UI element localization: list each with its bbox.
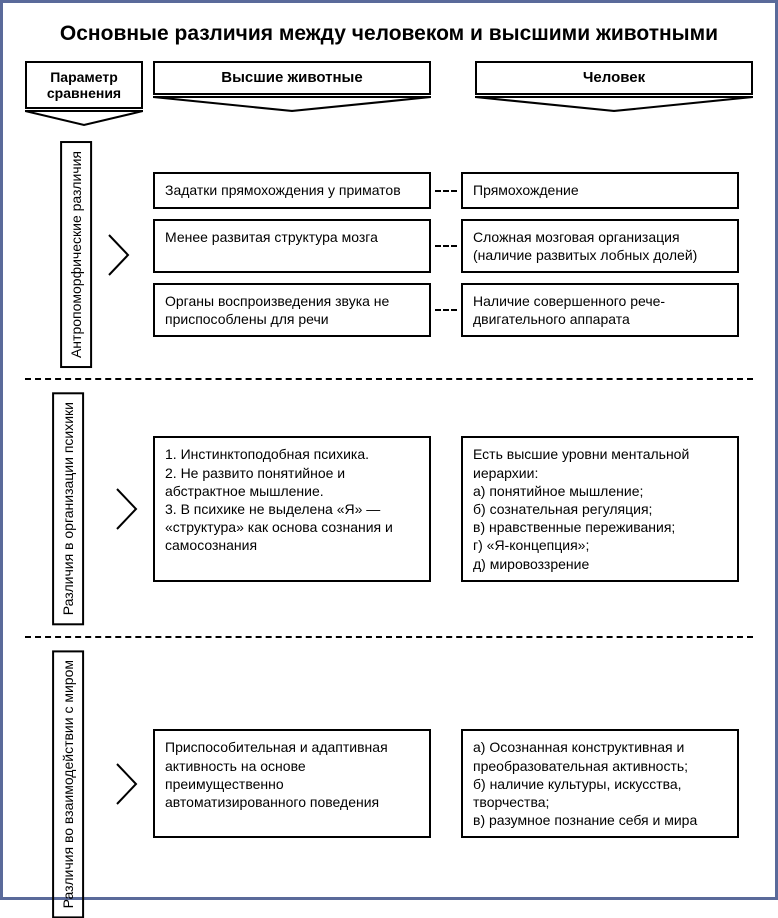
header-col-param: Параметр сравнения bbox=[25, 61, 143, 127]
chevron-right-icon bbox=[108, 234, 130, 276]
row-label-box: Антропоморфические различия bbox=[60, 141, 92, 368]
header-col-human: Человек bbox=[475, 61, 753, 112]
cell-animals: Задатки прямохождения у приматов bbox=[153, 172, 431, 208]
dash-connector bbox=[431, 436, 461, 581]
cell-animals: Менее развитая структура мозга bbox=[153, 219, 431, 273]
header-human-box: Человек bbox=[475, 61, 753, 94]
section: Различия во взаимодействии с миром Приспо… bbox=[25, 650, 753, 918]
comparison-row: Менее развитая структура мозга Сложная мо… bbox=[153, 219, 753, 273]
header-human-arrow bbox=[475, 95, 753, 113]
dash-connector bbox=[431, 219, 461, 273]
comparison-row: Органы воспроизведения звука не приспосо… bbox=[153, 283, 753, 337]
row-label-wrap: Различия в организации психики bbox=[25, 392, 143, 625]
section: Антропоморфические различия Задатки прямо… bbox=[25, 141, 753, 368]
row-label-wrap: Различия во взаимодействии с миром bbox=[25, 650, 143, 918]
cell-human: Наличие совершенного рече-двигательного … bbox=[461, 283, 739, 337]
row-label: Различия в организации психики bbox=[52, 392, 116, 625]
row-label: Антропоморфические различия bbox=[60, 141, 108, 368]
pairs: 1. Инстинктоподобная психика. 2. Не разв… bbox=[153, 392, 753, 625]
comparison-row: 1. Инстинктоподобная психика. 2. Не разв… bbox=[153, 436, 753, 581]
diagram-frame: Основные различия между человеком и высш… bbox=[0, 0, 778, 900]
dash-connector bbox=[431, 283, 461, 337]
cell-human: Есть высшие уровни ментальной иерархии: … bbox=[461, 436, 739, 581]
cell-human: а) Осознанная конструктивная и преобразо… bbox=[461, 729, 739, 838]
dash-connector bbox=[431, 172, 461, 208]
section-separator bbox=[25, 636, 753, 638]
row-label-wrap: Антропоморфические различия bbox=[25, 141, 143, 368]
sections-container: Антропоморфические различия Задатки прямо… bbox=[25, 141, 753, 918]
cell-human: Сложная мозговая организация (наличие ра… bbox=[461, 219, 739, 273]
pairs: Приспособительная и адаптивная активност… bbox=[153, 650, 753, 918]
chevron-right-icon bbox=[116, 488, 138, 530]
cell-human: Прямохождение bbox=[461, 172, 739, 208]
header-animals-arrow bbox=[153, 95, 431, 113]
row-label-box: Различия во взаимодействии с миром bbox=[52, 650, 84, 918]
diagram-title: Основные различия между человеком и высш… bbox=[25, 21, 753, 47]
row-label-box: Различия в организации психики bbox=[52, 392, 84, 625]
section: Различия в организации психики 1. Инстинк… bbox=[25, 392, 753, 625]
cell-animals: Приспособительная и адаптивная активност… bbox=[153, 729, 431, 838]
header-animals-box: Высшие животные bbox=[153, 61, 431, 94]
pairs: Задатки прямохождения у приматов Прямохож… bbox=[153, 141, 753, 368]
row-label: Различия во взаимодействии с миром bbox=[52, 650, 116, 918]
header-row: Параметр сравнения Высшие животные Челов… bbox=[25, 61, 753, 127]
header-param-arrow bbox=[25, 109, 143, 127]
dash-connector bbox=[431, 729, 461, 838]
header-param-box: Параметр сравнения bbox=[25, 61, 143, 109]
cell-animals: 1. Инстинктоподобная психика. 2. Не разв… bbox=[153, 436, 431, 581]
comparison-row: Задатки прямохождения у приматов Прямохож… bbox=[153, 172, 753, 208]
section-separator bbox=[25, 378, 753, 380]
comparison-row: Приспособительная и адаптивная активност… bbox=[153, 729, 753, 838]
header-col-animals: Высшие животные bbox=[153, 61, 431, 112]
chevron-right-icon bbox=[116, 763, 138, 805]
cell-animals: Органы воспроизведения звука не приспосо… bbox=[153, 283, 431, 337]
